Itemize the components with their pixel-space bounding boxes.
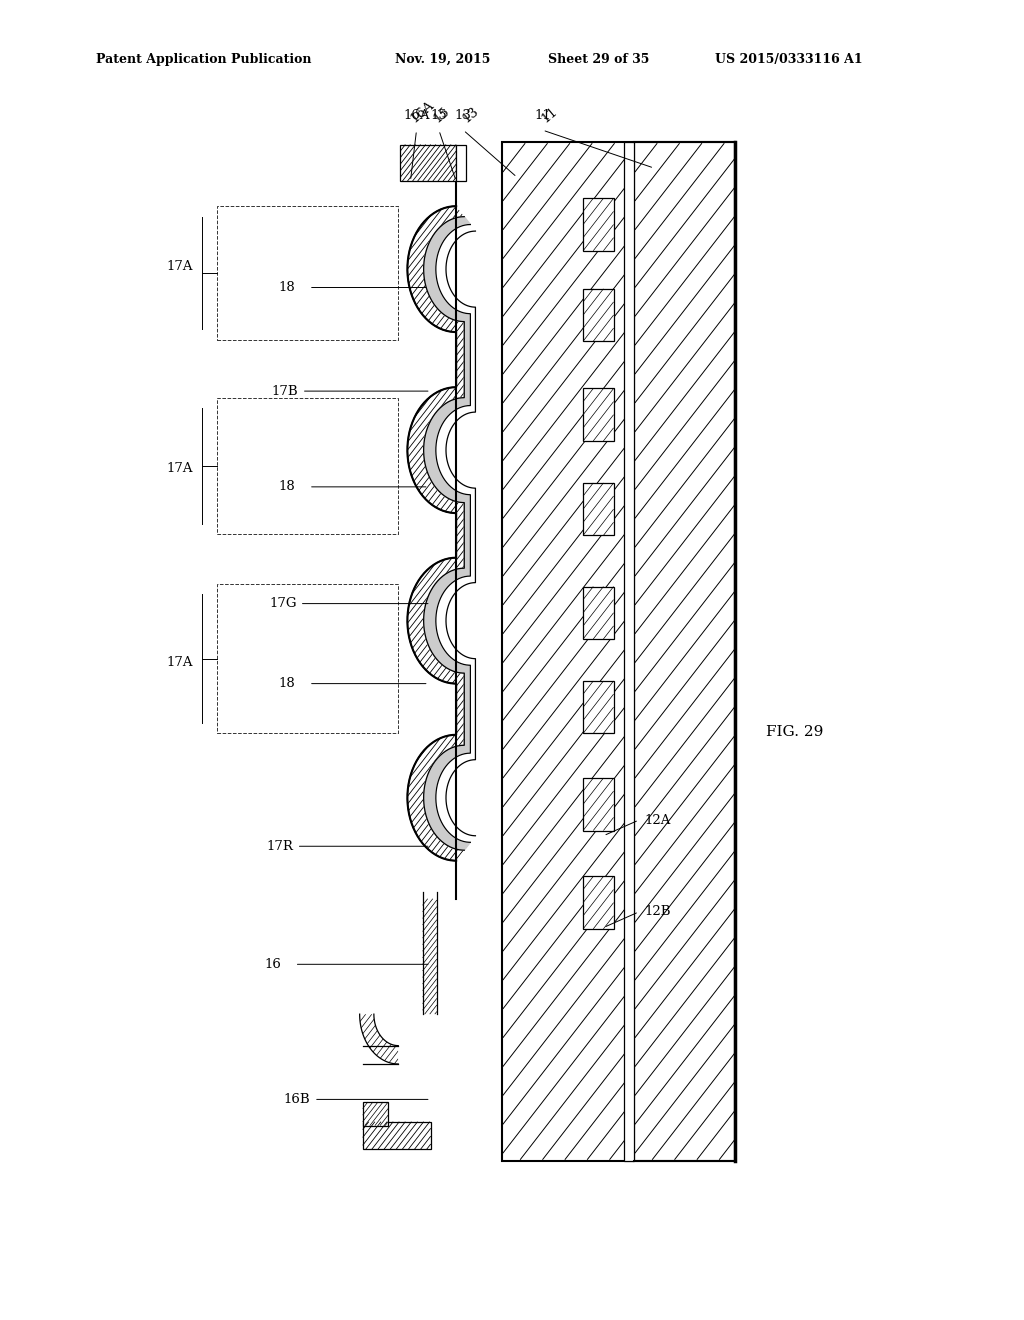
Bar xyxy=(400,144,456,181)
Polygon shape xyxy=(423,899,437,1014)
Text: Sheet 29 of 35: Sheet 29 of 35 xyxy=(548,53,649,66)
Polygon shape xyxy=(362,1045,398,1064)
Text: FIG. 29: FIG. 29 xyxy=(766,725,823,739)
Bar xyxy=(362,1122,431,1150)
Bar xyxy=(502,141,632,1162)
Text: 18: 18 xyxy=(279,677,295,690)
Bar xyxy=(583,198,613,251)
Text: 16B: 16B xyxy=(284,1093,310,1106)
Bar xyxy=(217,397,398,535)
Polygon shape xyxy=(436,224,475,842)
Text: 15: 15 xyxy=(430,104,452,125)
Text: 13: 13 xyxy=(455,110,472,123)
Text: 16: 16 xyxy=(264,958,281,970)
Polygon shape xyxy=(359,1014,398,1064)
Bar xyxy=(634,141,735,1162)
Polygon shape xyxy=(408,206,464,861)
Text: 11: 11 xyxy=(540,104,560,125)
Polygon shape xyxy=(408,206,456,861)
Text: 18: 18 xyxy=(279,281,295,294)
Bar xyxy=(624,141,634,1162)
Text: 12A: 12A xyxy=(644,813,671,826)
Text: 17A: 17A xyxy=(167,260,194,273)
Text: 16A: 16A xyxy=(403,110,430,123)
Text: 12B: 12B xyxy=(644,906,671,919)
Text: 17R: 17R xyxy=(266,840,293,853)
Text: Nov. 19, 2015: Nov. 19, 2015 xyxy=(395,53,490,66)
Text: 17A: 17A xyxy=(167,656,194,669)
Bar xyxy=(583,777,613,830)
Polygon shape xyxy=(446,231,475,836)
Polygon shape xyxy=(424,216,470,850)
Bar xyxy=(583,681,613,734)
Text: 17A: 17A xyxy=(167,462,194,475)
Bar xyxy=(456,144,466,181)
Bar xyxy=(362,1102,388,1126)
Text: 18: 18 xyxy=(279,480,295,494)
Text: 11: 11 xyxy=(535,110,551,123)
Bar xyxy=(583,876,613,929)
Bar xyxy=(217,206,398,341)
Text: 15: 15 xyxy=(430,110,447,123)
Bar xyxy=(583,586,613,639)
Bar xyxy=(217,583,398,734)
Text: 13: 13 xyxy=(460,104,481,125)
Text: US 2015/0333116 A1: US 2015/0333116 A1 xyxy=(715,53,863,66)
Bar xyxy=(583,289,613,342)
Text: 17B: 17B xyxy=(271,384,298,397)
Bar xyxy=(583,483,613,536)
Bar xyxy=(583,388,613,441)
Text: Patent Application Publication: Patent Application Publication xyxy=(95,53,311,66)
Text: 16A: 16A xyxy=(409,98,437,125)
Text: 17G: 17G xyxy=(269,597,297,610)
